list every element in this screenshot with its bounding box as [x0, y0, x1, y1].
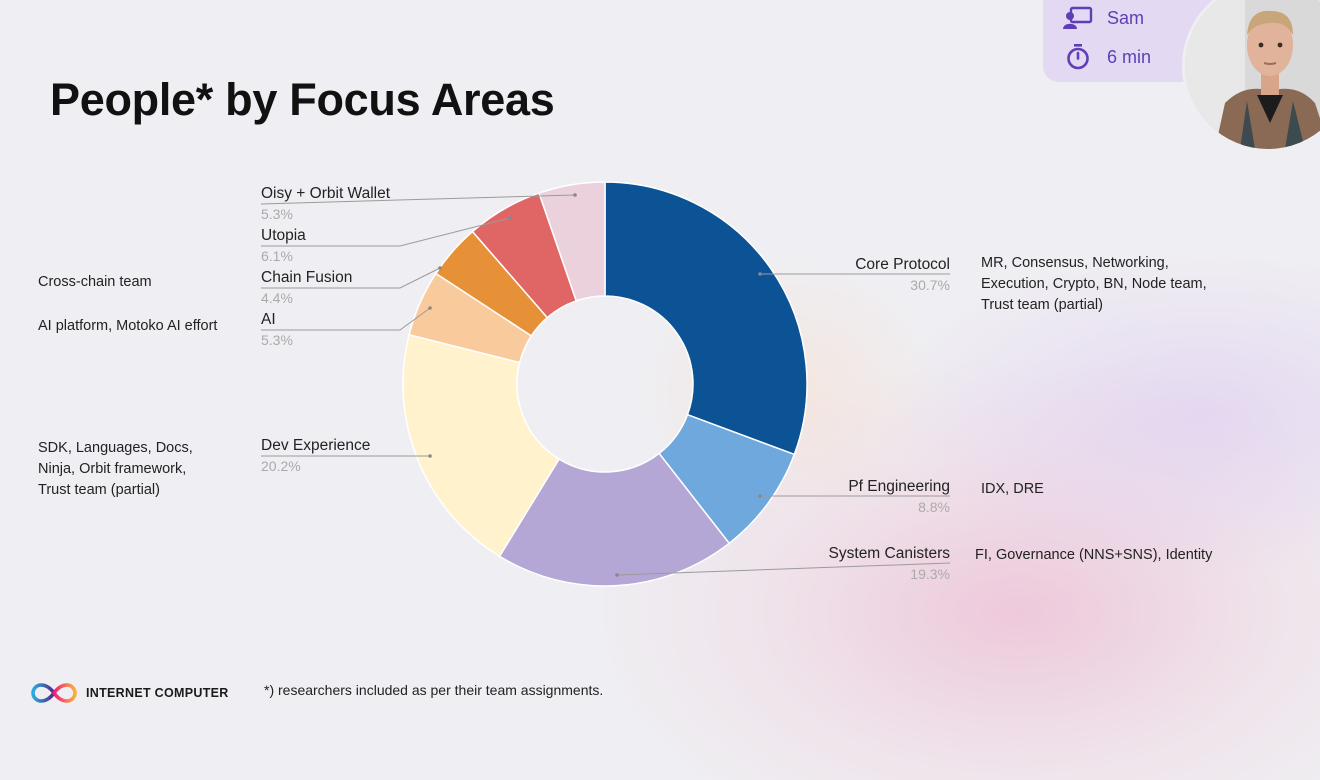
- slice-label: Utopia: [261, 227, 306, 244]
- slice-percent-label: 4.4%: [261, 290, 293, 306]
- presenter-name: Sam: [1107, 7, 1145, 28]
- donut-slice-system-canisters: [498, 452, 731, 587]
- note-line: FI, Governance (NNS+SNS), Identity: [975, 547, 1213, 563]
- slice-percent-label: 5.3%: [261, 206, 293, 222]
- donut-slice-core-protocol: [604, 181, 808, 456]
- note-line: Trust team (partial): [981, 297, 1103, 313]
- presenter-row: Sam: [1063, 6, 1144, 30]
- leader-dot: [573, 193, 577, 197]
- note-cross-chain: Cross-chain team: [38, 272, 152, 293]
- note-line: MR, Consensus, Networking,: [981, 255, 1169, 271]
- note-ai: AI platform, Motoko AI effort: [38, 316, 217, 337]
- donut-slice-dev-experience: [402, 333, 561, 558]
- leader-line: [616, 562, 951, 576]
- slice-label: System Canisters: [829, 545, 951, 562]
- brand-name: INTERNET COMPUTER: [86, 686, 229, 700]
- note-line: Execution, Crypto, BN, Node team,: [981, 276, 1207, 292]
- infinity-logo-icon: [31, 683, 77, 703]
- donut-chart: Core Protocol 30.7% Pf Engineering 8.8% Syst…: [260, 181, 951, 587]
- note-line: Ninja, Orbit framework,: [38, 461, 187, 477]
- note-line: AI platform, Motoko AI effort: [38, 318, 218, 334]
- slice-percent-label: 6.1%: [261, 248, 293, 264]
- slice-percent-label: 19.3%: [910, 566, 950, 582]
- leader-dot: [615, 573, 619, 577]
- slice-label: Pf Engineering: [848, 478, 950, 495]
- background-glow: [880, 250, 1320, 580]
- note-line: SDK, Languages, Docs,: [38, 440, 193, 456]
- note-pf-engineering: IDX, DRE: [981, 479, 1044, 500]
- leader-line: [261, 217, 511, 247]
- brand-logo: INTERNET COMPUTER: [30, 682, 229, 704]
- leader-line: [261, 267, 441, 289]
- leader-dot: [428, 306, 432, 310]
- slide-title: People* by Focus Areas: [50, 74, 555, 125]
- slice-label: Chain Fusion: [261, 269, 352, 286]
- slice-percent-label: 20.2%: [261, 458, 301, 474]
- presenter-icon: [1063, 6, 1093, 29]
- footnote: *) researchers included as per their tea…: [264, 682, 604, 698]
- donut-slice-oisy-orbit-wallet: [538, 181, 606, 302]
- slice-percent-label: 8.8%: [918, 499, 950, 515]
- presenter-duration: 6 min: [1107, 46, 1152, 67]
- note-system-canisters: FI, Governance (NNS+SNS), Identity: [975, 545, 1212, 566]
- note-line: Cross-chain team: [38, 274, 152, 290]
- note-line: IDX, DRE: [981, 481, 1044, 497]
- leader-dot: [758, 272, 762, 276]
- note-line: Trust team (partial): [38, 482, 160, 498]
- leader-line: [261, 307, 431, 331]
- slice-label: Core Protocol: [855, 256, 950, 273]
- note-core-protocol: MR, Consensus, Networking, Execution, Cr…: [981, 253, 1207, 316]
- leader-dot: [758, 494, 762, 498]
- leader-dot: [428, 454, 432, 458]
- duration-row: 6 min: [1063, 44, 1151, 70]
- slice-label: AI: [261, 311, 276, 328]
- slice-percent-label: 30.7%: [910, 277, 950, 293]
- leader-dot: [438, 266, 442, 270]
- slice-label: Oisy + Orbit Wallet: [261, 185, 391, 202]
- stopwatch-icon: [1067, 44, 1089, 70]
- leader-line: [260, 194, 576, 205]
- slice-label: Dev Experience: [261, 437, 370, 454]
- leader-dot: [508, 216, 512, 220]
- note-dev-experience: SDK, Languages, Docs, Ninja, Orbit frame…: [38, 438, 193, 501]
- slice-percent-label: 5.3%: [261, 332, 293, 348]
